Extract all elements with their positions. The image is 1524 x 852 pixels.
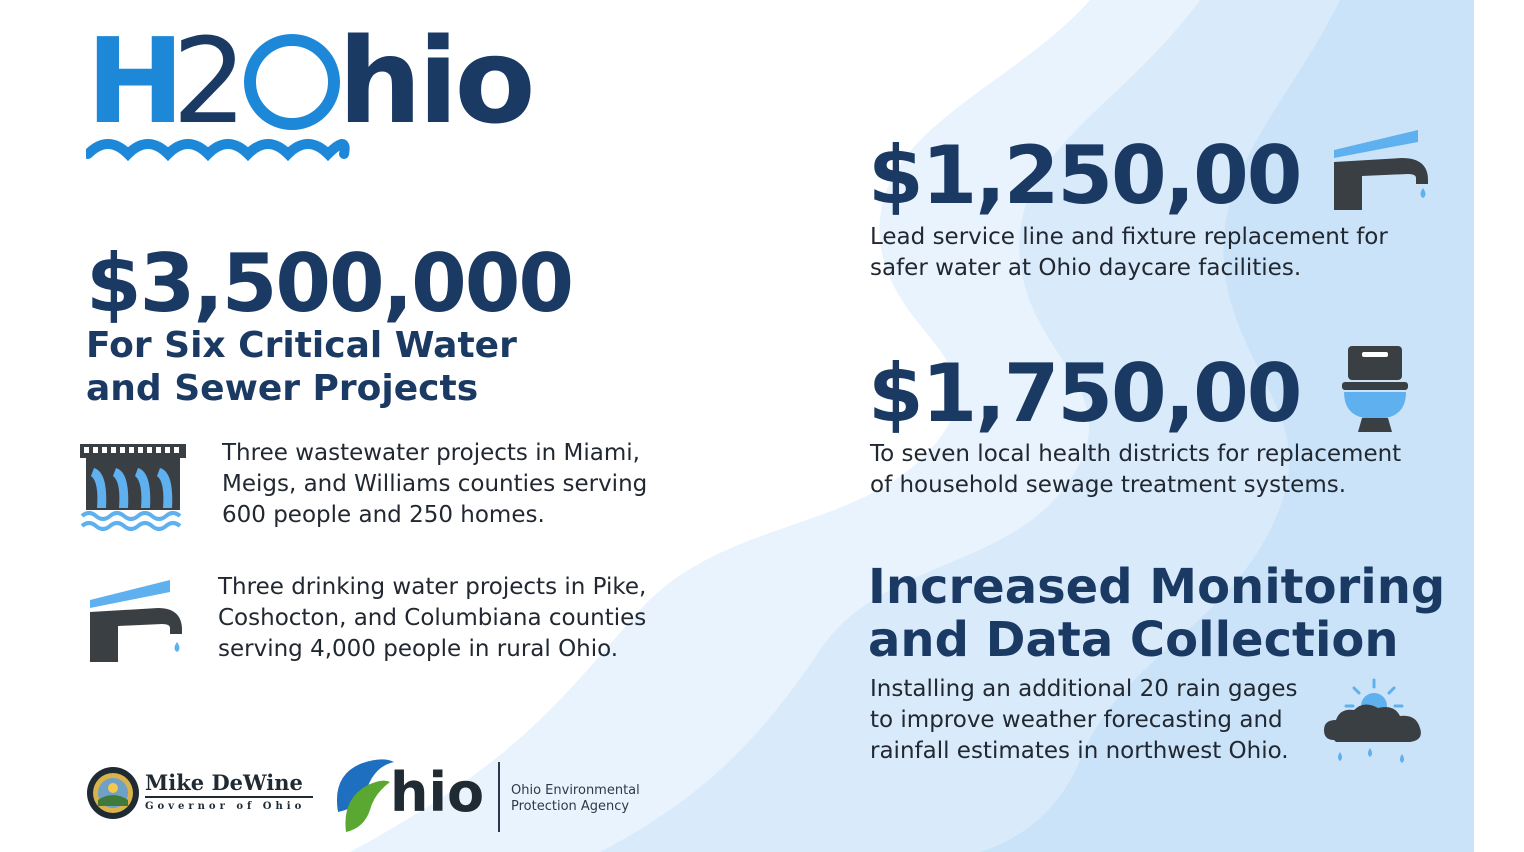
left-amount: $3,500,000: [86, 237, 574, 330]
h2ohio-logo: H 2 hio: [86, 22, 536, 162]
right-heading-line2: and Data Collection: [868, 612, 1399, 668]
left-item2-line1: Three drinking water projects in Pike,: [218, 574, 647, 600]
left-headline-line1: For Six Critical Water: [86, 325, 517, 366]
right-section3-line3: rainfall estimates in northwest Ohio.: [870, 738, 1289, 764]
logo-o-ring-icon: [244, 34, 340, 130]
epa-line2: Protection Agency: [511, 799, 630, 814]
left-item2-line2: Coshocton, and Columbiana counties: [218, 605, 647, 631]
epa-divider: [498, 762, 500, 832]
toilet-icon: [1342, 346, 1408, 432]
left-item1-line3: 600 people and 250 homes.: [222, 502, 545, 528]
wastewater-outfall-icon: [80, 444, 186, 531]
left-headline-line2: and Sewer Projects: [86, 368, 479, 409]
right-section1-line2: safer water at Ohio daycare facilities.: [870, 255, 1302, 281]
right-amount-1: $1,250,00: [868, 129, 1302, 222]
right-section3-line2: to improve weather forecasting and: [870, 707, 1283, 733]
right-section2-line2: of household sewage treatment systems.: [870, 472, 1347, 498]
right-section2-line1: To seven local health districts for repl…: [870, 441, 1402, 467]
right-amount-2: $1,750,00: [868, 347, 1302, 440]
left-item1-line1: Three wastewater projects in Miami,: [222, 440, 640, 466]
logo-h: H: [86, 22, 185, 150]
governor-title: Governor of Ohio: [145, 801, 306, 812]
faucet-icon: [1334, 130, 1428, 210]
right-section3-line1: Installing an additional 20 rain gages: [870, 676, 1298, 702]
logo-2: 2: [172, 22, 247, 150]
logo-wave-icon: [86, 139, 350, 162]
left-item2-line3: serving 4,000 people in rural Ohio.: [218, 636, 619, 662]
ohio-logo-text: hio: [390, 761, 485, 824]
rain-cloud-sun-icon: [1324, 678, 1421, 763]
ohio-leaf-logo-icon: [336, 759, 394, 832]
right-heading-line1: Increased Monitoring: [868, 559, 1446, 615]
governor-divider: [145, 796, 313, 798]
faucet-icon: [90, 580, 182, 662]
epa-line1: Ohio Environmental: [511, 783, 640, 798]
ohio-seal-icon: [87, 767, 139, 819]
right-section1-line1: Lead service line and fixture replacemen…: [870, 224, 1388, 250]
left-item1-line2: Meigs, and Williams counties serving: [222, 471, 648, 497]
governor-name: Mike DeWine: [145, 770, 303, 795]
logo-hio: hio: [338, 22, 532, 150]
